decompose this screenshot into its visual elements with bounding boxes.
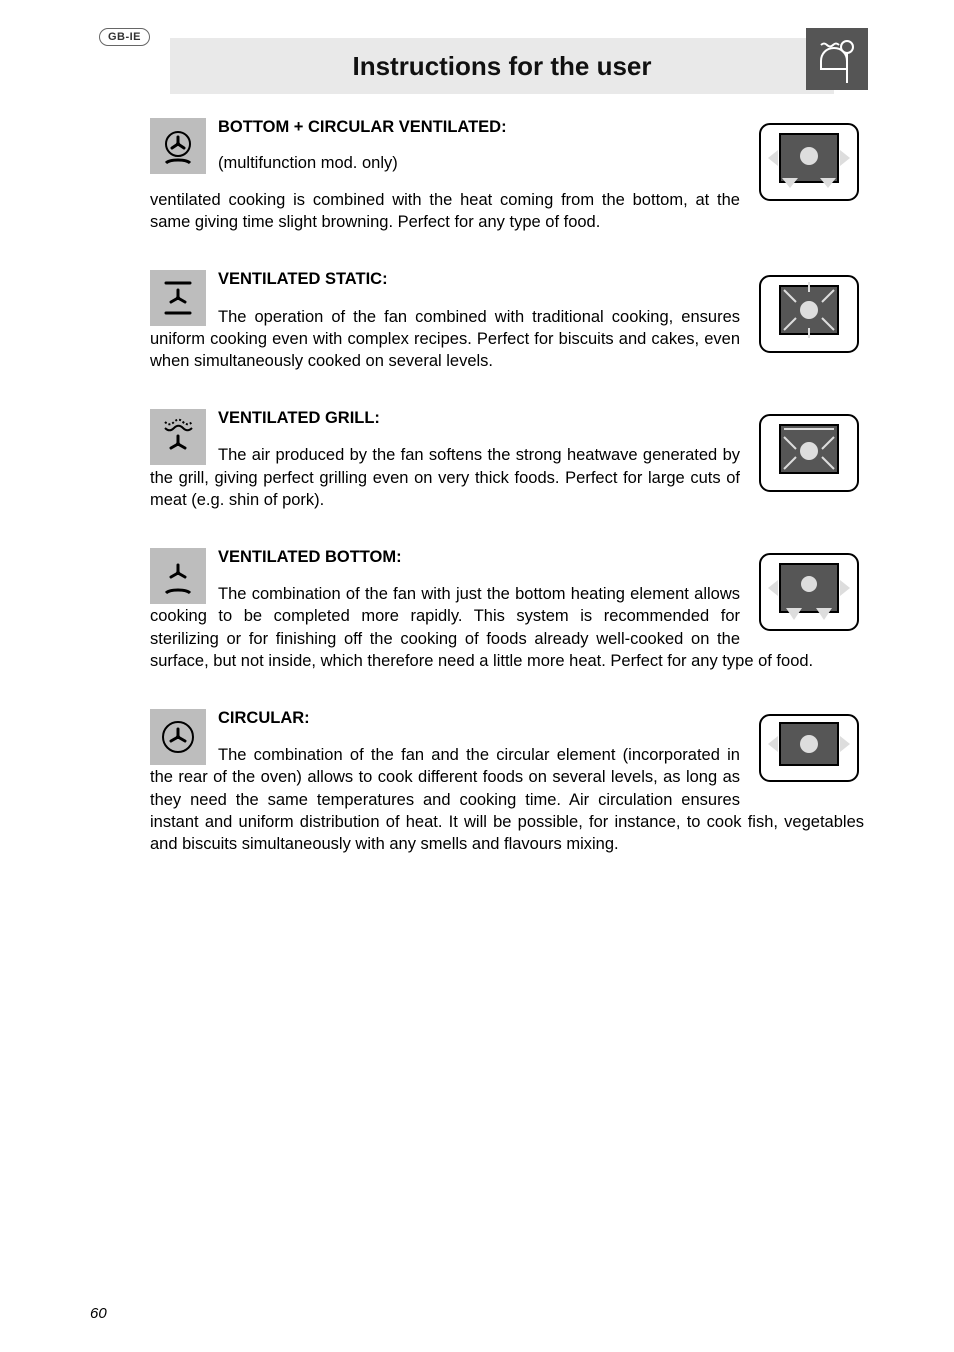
fan-grill-icon xyxy=(150,409,206,465)
arrows-fan-bottom-up-icon xyxy=(754,548,864,636)
section-ventilated-bottom: VENTILATED BOTTOM: The combination of th… xyxy=(150,548,864,689)
region-badge: GB-IE xyxy=(99,28,150,46)
fan-circled-bottom-icon xyxy=(150,118,206,174)
arrows-fan-center-icon xyxy=(754,709,864,787)
rays-fan-icon xyxy=(754,270,864,358)
sections: BOTTOM + CIRCULAR VENTILATED: (multifunc… xyxy=(150,118,864,892)
section-ventilated-grill: VENTILATED GRILL: The air produced by th… xyxy=(150,409,864,528)
arrows-fan-bottom-icon xyxy=(754,118,864,206)
fan-topbottom-icon xyxy=(150,270,206,326)
page: GB-IE Instructions for the user xyxy=(0,0,954,1352)
grill-rays-fan-icon xyxy=(754,409,864,497)
page-number: 60 xyxy=(90,1305,107,1322)
section-ventilated-circular-bottom: BOTTOM + CIRCULAR VENTILATED: (multifunc… xyxy=(150,118,864,250)
section-circular: CIRCULAR: The combination of the fan and… xyxy=(150,709,864,872)
fan-circled-icon xyxy=(150,709,206,765)
fan-bottom-icon xyxy=(150,548,206,604)
spoon-pot-icon xyxy=(806,28,868,90)
page-title: Instructions for the user xyxy=(170,38,834,94)
region-badge-wrap: GB-IE xyxy=(90,28,150,46)
section-ventilated-static: VENTILATED STATIC: The operation of the … xyxy=(150,270,864,389)
